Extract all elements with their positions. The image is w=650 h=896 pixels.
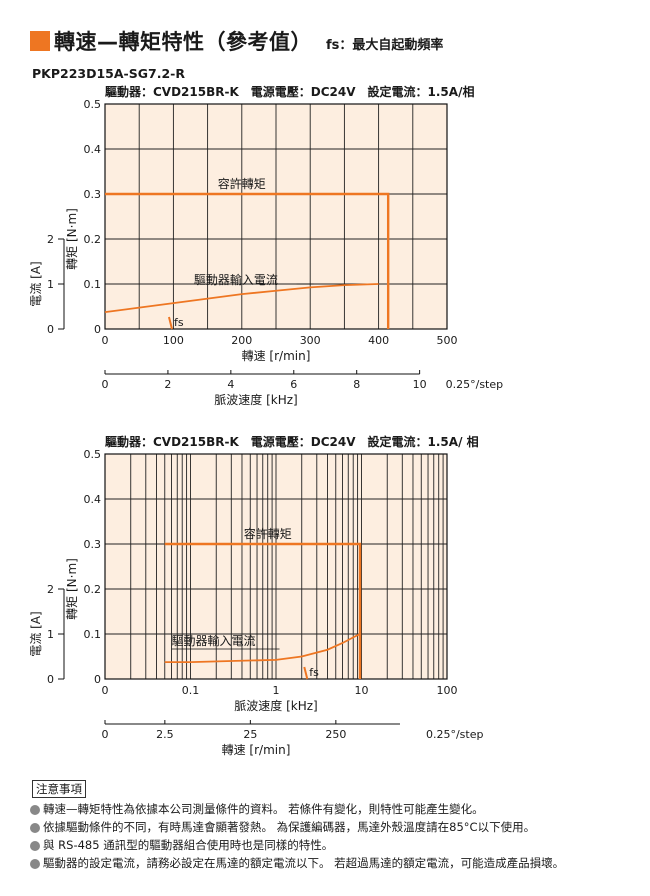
note-item: 與 RS-485 通訊型的驅動器組合使用時也是同樣的特性。 [30, 838, 640, 853]
fs-label: fs [309, 666, 319, 679]
fs-marker [168, 316, 173, 330]
notes-section: 注意事項 轉速—轉矩特性為依據本公司測量條件的資料。 若條件有變化，則特性可能產… [30, 780, 640, 874]
y-tick-label: 0.2 [84, 233, 102, 246]
page-title: 轉速—轉矩特性（參考值） [54, 30, 312, 54]
y-tick-label: 0.5 [84, 448, 102, 461]
x-tick-label: 0 [102, 334, 109, 347]
note-item: 依據驅動條件的不同，有時馬達會顯著發熱。 為保護編碼器，馬達外殼溫度請在85°C… [30, 820, 640, 835]
current-axis-label: 電流 [A] [29, 261, 43, 306]
x-tick-label: 400 [368, 334, 389, 347]
secondary-x-tick-label: 8 [353, 378, 360, 391]
note-text: 與 RS-485 通訊型的驅動器組合使用時也是同樣的特性。 [43, 838, 334, 852]
series-line-allowable-torque [105, 192, 390, 329]
series-line-input-current [164, 633, 361, 664]
secondary-x-tick-label: 0 [102, 378, 109, 391]
secondary-x-tick-label: 2 [164, 378, 171, 391]
y-axis-label: 轉矩 [N·m] [65, 208, 79, 270]
secondary-x-axis-label: 脈波速度 [kHz] [214, 392, 297, 407]
notes-heading: 注意事項 [32, 780, 86, 798]
y-tick-label: 0.1 [84, 628, 102, 641]
y-tick-label: 0.2 [84, 583, 102, 596]
note-text: 轉速—轉矩特性為依據本公司測量條件的資料。 若條件有變化，則特性可能產生變化。 [43, 802, 484, 816]
x-tick-label: 0 [102, 684, 109, 697]
chart-title: 驅動器：CVD215BR-K 電源電壓：DC24V 設定電流：1.5A/相 [105, 84, 474, 99]
x-tick-label: 500 [437, 334, 458, 347]
current-tick-label: 1 [47, 628, 54, 641]
y-tick-label: 0 [94, 673, 101, 686]
fs-note: fs：最大自起動頻率 [326, 37, 444, 53]
bullet-icon [30, 840, 40, 851]
plot-frame [104, 103, 448, 330]
x-axis-label: 轉速 [r/min] [242, 349, 311, 363]
current-tick-label: 0 [47, 323, 54, 336]
x-tick-label: 100 [437, 684, 458, 697]
secondary-x-tick-label: 0 [102, 728, 109, 741]
model-number: PKP223D15A-SG7.2-R [32, 66, 185, 81]
secondary-x-tick-label: 25 [243, 728, 257, 741]
secondary-x-tick-label: 6 [290, 378, 297, 391]
note-text: 依據驅動條件的不同，有時馬達會顯著發熱。 為保護編碼器，馬達外殼溫度請在85°C… [43, 820, 536, 834]
x-tick-label: 10 [355, 684, 369, 697]
x-tick-label: 300 [300, 334, 321, 347]
y-tick-label: 0.4 [84, 493, 102, 506]
fs-label: fs [174, 316, 184, 329]
y-axis-label: 轉矩 [N·m] [65, 558, 79, 620]
y-tick-label: 0.3 [84, 538, 102, 551]
secondary-x-tick-label: 10 [413, 378, 427, 391]
x-axis-label: 脈波速度 [kHz] [234, 698, 317, 713]
orange-square-icon [30, 31, 50, 51]
note-text: 驅動器的設定電流，請務必設定在馬達的額定電流以下。 若超過馬達的額定電流，可能造… [43, 856, 565, 870]
plot-frame [104, 453, 448, 680]
bullet-icon [30, 804, 40, 815]
x-tick-label: 100 [163, 334, 184, 347]
secondary-x-tick-label: 4 [227, 378, 234, 391]
series-label-input-current: 驅動器輸入電流 [194, 272, 278, 287]
secondary-x-tick-label: 250 [325, 728, 346, 741]
x-tick-label: 200 [231, 334, 252, 347]
current-axis-label: 電流 [A] [29, 611, 43, 656]
page-header: 轉速—轉矩特性（參考值） fs：最大自起動頻率 [30, 26, 443, 56]
y-tick-label: 0.4 [84, 143, 102, 156]
bullet-icon [30, 822, 40, 833]
chart-top: 驅動器：CVD215BR-K 電源電壓：DC24V 設定電流：1.5A/相 0 0.… [29, 84, 504, 407]
series-label-allowable-torque: 容許轉矩 [244, 526, 292, 541]
y-tick-label: 0.3 [84, 188, 102, 201]
secondary-x-note: 0.25°/step [446, 378, 504, 391]
secondary-x-tick-label: 2.5 [156, 728, 174, 741]
series-label-input-current: 驅動器輸入電流 [172, 633, 256, 648]
series-label-allowable-torque: 容許轉矩 [218, 176, 266, 191]
chart-title: 驅動器：CVD215BR-K 電源電壓：DC24V 設定電流：1.5A/ 相 [105, 434, 479, 449]
bullet-icon [30, 858, 40, 869]
current-tick-label: 2 [47, 583, 54, 596]
chart-bottom: 驅動器：CVD215BR-K 電源電壓：DC24V 設定電流：1.5A/ 相00… [29, 434, 484, 757]
current-tick-label: 2 [47, 233, 54, 246]
current-tick-label: 1 [47, 278, 54, 291]
secondary-x-note: 0.25°/step [426, 728, 484, 741]
y-tick-label: 0 [94, 323, 101, 336]
current-tick-label: 0 [47, 673, 54, 686]
note-item: 轉速—轉矩特性為依據本公司測量條件的資料。 若條件有變化，則特性可能產生變化。 [30, 802, 640, 817]
y-tick-label: 0.5 [84, 98, 102, 111]
y-tick-label: 0.1 [84, 278, 102, 291]
series-line-input-current [104, 283, 379, 314]
x-tick-label: 0.1 [182, 684, 200, 697]
secondary-x-axis-label: 轉速 [r/min] [222, 743, 291, 757]
x-tick-label: 1 [273, 684, 280, 697]
fs-marker [303, 666, 309, 680]
note-item: 驅動器的設定電流，請務必設定在馬達的額定電流以下。 若超過馬達的額定電流，可能造… [30, 856, 640, 871]
